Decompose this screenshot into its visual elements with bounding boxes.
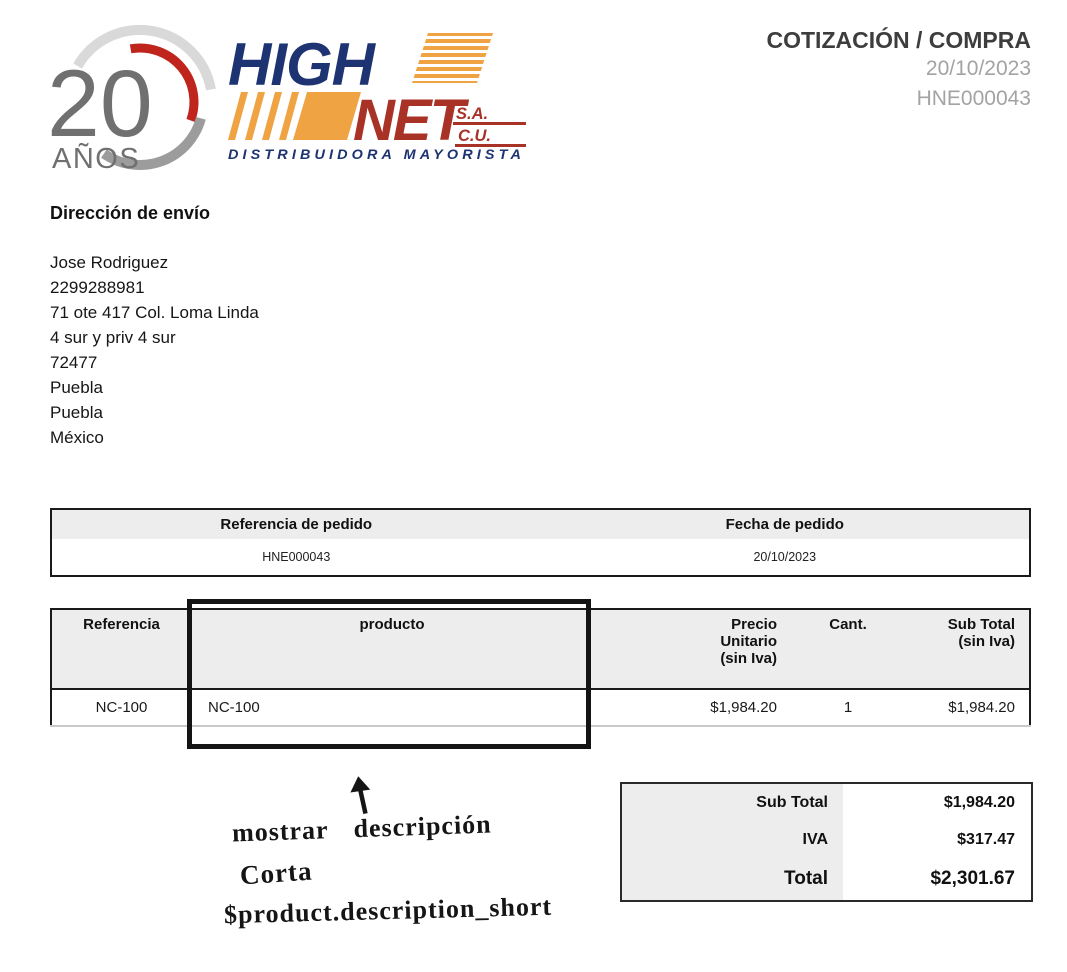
address-line-zip: 72477 <box>50 353 98 372</box>
address-line-phone: 2299288981 <box>50 278 145 297</box>
doc-type-title: COTIZACIÓN / COMPRA <box>766 27 1032 53</box>
totals-table: Sub Total $1,984.20 IVA $317.47 Total $2… <box>620 782 1033 902</box>
brand-tagline: DISTRIBUIDORA MAYORISTA <box>228 146 525 162</box>
total-value: $2,301.67 <box>930 867 1015 889</box>
address-line-street2: 4 sur y priv 4 sur <box>50 328 176 347</box>
order-ref-value: HNE000043 <box>262 550 331 564</box>
table-row: HNE000043 20/10/2023 <box>51 539 1030 576</box>
item-cantidad: 1 <box>843 699 853 716</box>
doc-date: 20/10/2023 <box>925 57 1031 80</box>
col-header-sub-total: Sub Total (sin Iva) <box>911 609 1030 690</box>
col-header-producto: producto <box>191 609 593 690</box>
order-ref-header: Referencia de pedido <box>51 509 541 539</box>
items-table: Referencia producto Precio Unitario (sin… <box>50 608 1031 727</box>
item-producto: NC-100 <box>208 699 260 716</box>
brand-suffix-cu: C.U. <box>458 127 491 145</box>
arrow-head <box>350 776 371 793</box>
up-arrow-icon <box>350 776 371 815</box>
arc-gray <box>101 116 206 170</box>
producto-column-highlight-rect <box>187 599 591 749</box>
iva-label: IVA <box>621 822 843 857</box>
years-number: 20 <box>47 51 153 157</box>
highnet-wordmark: HIGH NET S.A. C.U. DISTRIBUIDORA MAYORIS… <box>228 31 526 162</box>
handwritten-note-line2: Corta <box>239 855 314 891</box>
order-info-table: Referencia de pedido Fecha de pedido HNE… <box>50 508 1031 577</box>
order-date-header: Fecha de pedido <box>540 509 1030 539</box>
doc-reference-number: HNE000043 <box>916 87 1031 110</box>
table-row: Sub Total $1,984.20 <box>621 783 1032 822</box>
table-row: IVA $317.47 <box>621 822 1032 857</box>
order-date-value: 20/10/2023 <box>753 550 817 564</box>
address-line-state: Puebla <box>50 403 103 422</box>
subtotal-value: $1,984.20 <box>943 794 1015 811</box>
brand-bottom-text: NET <box>353 88 470 153</box>
table-row: NC-100 NC-100 $1,984.20 1 $1,984.20 <box>51 689 1030 726</box>
brand-suffix-sa: S.A. <box>456 105 488 123</box>
shipping-section-title: Dirección de envío <box>50 203 211 223</box>
item-sub-total: $1,984.20 <box>948 699 1015 716</box>
address-line-country: México <box>50 428 104 447</box>
subtotal-label: Sub Total <box>621 783 843 822</box>
arrow-shaft <box>357 787 368 815</box>
shipping-address-block: Jose Rodriguez 2299288981 71 ote 417 Col… <box>50 250 259 450</box>
table-row: Total $2,301.67 <box>621 857 1032 901</box>
col-header-cant: Cant. <box>785 609 911 690</box>
arc-red <box>129 43 199 123</box>
orange-slash-1 <box>228 92 248 140</box>
anniversary-20-years-mark: 20 AÑOS <box>47 24 216 171</box>
item-referencia: NC-100 <box>95 699 148 716</box>
iva-value: $317.47 <box>957 830 1015 848</box>
striped-orange-block <box>412 33 493 83</box>
years-label: AÑOS <box>52 141 140 171</box>
orange-parallelogram <box>293 92 361 140</box>
brand-top-text: HIGH <box>228 31 377 98</box>
company-logo: 20 AÑOS HIGH NET S.A. C.U. DISTRIBUIDORA… <box>47 24 526 171</box>
orange-slash-3 <box>262 92 282 140</box>
address-line-city: Puebla <box>50 378 103 397</box>
total-label: Total <box>621 857 843 901</box>
item-precio-unitario: $1,984.20 <box>710 699 777 716</box>
orange-slash-2 <box>245 92 265 140</box>
document-header: COTIZACIÓN / COMPRA 20/10/2023 HNE000043 <box>767 26 1032 114</box>
arc-light-gray <box>73 24 216 91</box>
handwritten-note-line3: $product.description_short <box>223 891 553 930</box>
handwritten-note-line1: mostrar descripción <box>231 809 493 848</box>
col-header-precio-unitario: Precio Unitario (sin Iva) <box>593 609 785 690</box>
address-line-name: Jose Rodriguez <box>50 253 169 272</box>
address-line-street: 71 ote 417 Col. Loma Linda <box>50 303 259 322</box>
orange-slash-4 <box>279 92 299 140</box>
col-header-referencia: Referencia <box>51 609 191 690</box>
